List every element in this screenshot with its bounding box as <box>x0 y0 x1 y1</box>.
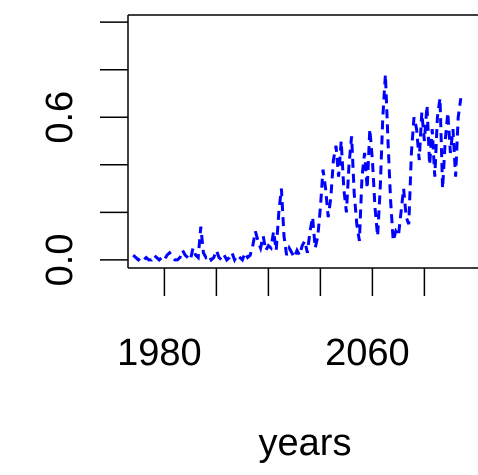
y-tick-label: 0.0 <box>39 234 81 287</box>
x-tick-label: 1980 <box>117 332 202 374</box>
y-tick-label: 0.6 <box>39 91 81 144</box>
x-tick-label: 2060 <box>325 332 410 374</box>
x-axis-label: years <box>259 422 352 464</box>
data-line <box>132 74 463 264</box>
